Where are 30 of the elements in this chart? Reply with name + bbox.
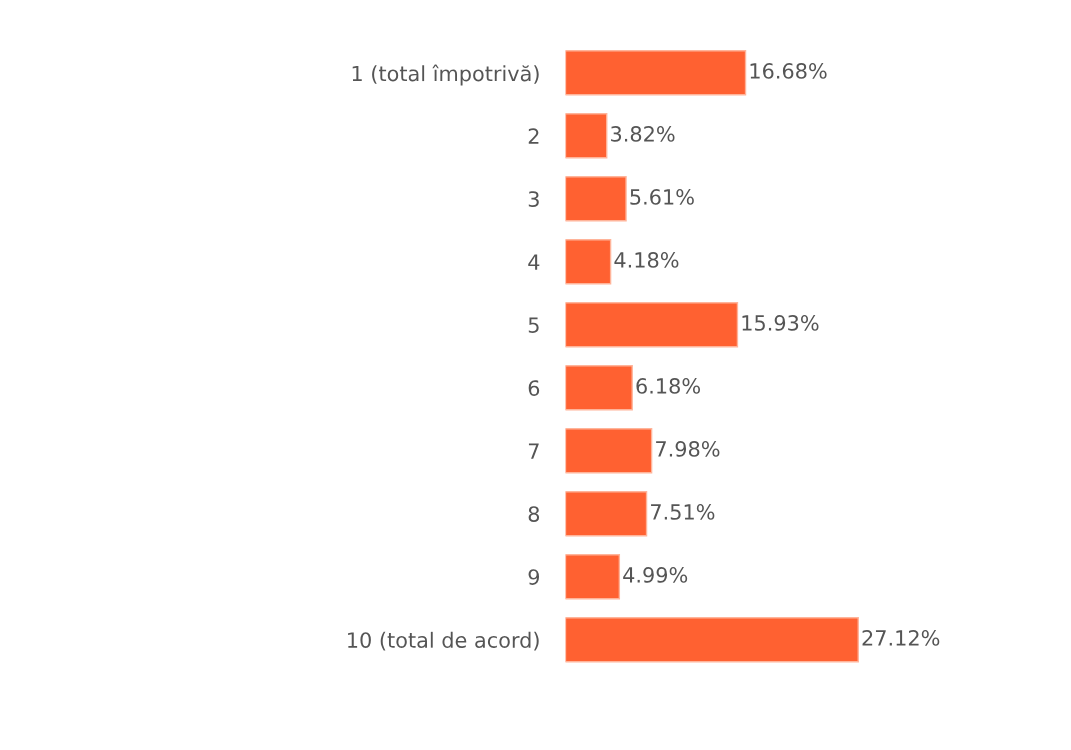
data-label: 27.12% [862, 630, 940, 646]
y-tick-label: 3 [528, 191, 539, 207]
y-tick-label: 8 [528, 506, 540, 522]
bar [565, 491, 648, 537]
data-label: 7.51% [651, 504, 715, 520]
bar [565, 365, 633, 411]
data-label: 6.18% [636, 378, 701, 394]
data-label: 15.93% [742, 315, 819, 331]
y-tick-label: 6 [528, 380, 540, 396]
data-label: 16.68% [750, 63, 827, 79]
data-label: 4.99% [623, 567, 688, 583]
data-label: 7.98% [656, 441, 720, 457]
bar [565, 617, 859, 663]
y-tick-label: 10 (total de acord) [348, 631, 539, 651]
data-label: 5.61% [630, 189, 694, 205]
bar [565, 176, 627, 222]
bar [565, 302, 739, 348]
y-tick-label: 5 [528, 317, 539, 333]
bar [565, 428, 653, 474]
y-tick-label: 2 [528, 128, 539, 144]
y-tick-label: 1 (total împotrivă) [352, 64, 539, 86]
y-tick-label: 4 [528, 254, 540, 270]
data-label: 3.82% [611, 126, 675, 142]
y-tick-label: 9 [528, 569, 540, 585]
data-label: 4.18% [614, 252, 679, 268]
bar [565, 113, 608, 159]
bar [565, 239, 612, 285]
bar [565, 50, 747, 96]
bar [565, 554, 621, 600]
y-tick-label: 7 [528, 443, 539, 459]
